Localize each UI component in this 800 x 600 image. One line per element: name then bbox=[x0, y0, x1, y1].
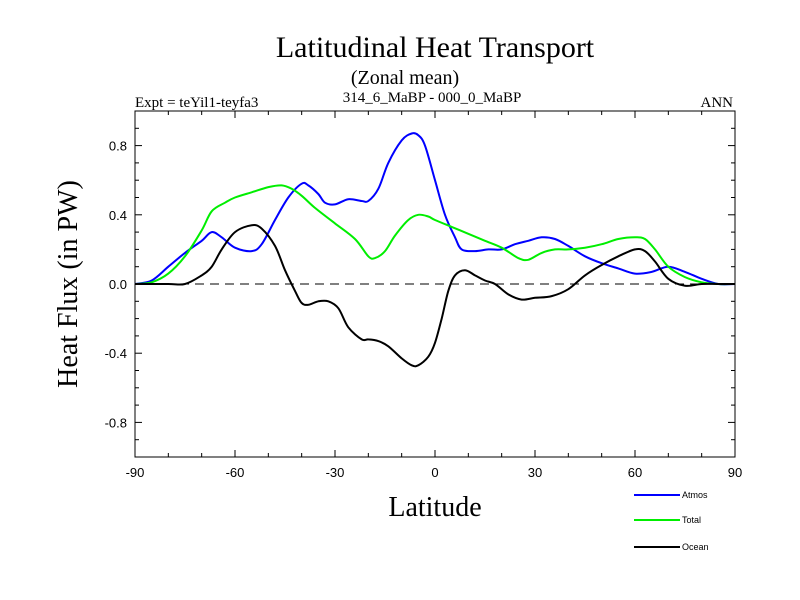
y-axis-label: Heat Flux (in PW) bbox=[53, 180, 84, 388]
y-tick-label: -0.8 bbox=[105, 415, 127, 430]
season-label: ANN bbox=[701, 95, 734, 111]
period-label: 314_6_MaBP - 000_0_MaBP bbox=[343, 90, 522, 106]
chart-subtitle: (Zonal mean) bbox=[351, 67, 459, 89]
series-line-total bbox=[134, 184, 736, 286]
series-line-atmos bbox=[134, 132, 736, 286]
experiment-label: Expt = teYil1-teyfa3 bbox=[135, 95, 258, 111]
legend-label-ocean: Ocean bbox=[682, 542, 709, 552]
series-layer bbox=[134, 132, 736, 368]
x-tick-label: 0 bbox=[431, 465, 438, 480]
y-tick-label: 0.4 bbox=[109, 208, 127, 223]
x-tick-label: -90 bbox=[126, 465, 145, 480]
x-tick-label: 60 bbox=[628, 465, 642, 480]
x-tick-label: 30 bbox=[528, 465, 542, 480]
y-tick-label: 0.0 bbox=[109, 277, 127, 292]
y-axis-ticks: -0.8 -0.4 0.0 0.4 0.8 bbox=[105, 127, 735, 441]
y-tick-label: 0.8 bbox=[109, 139, 127, 154]
y-tick-label: -0.4 bbox=[105, 346, 127, 361]
chart-title: Latitudinal Heat Transport bbox=[276, 31, 595, 64]
x-axis-label: Latitude bbox=[388, 492, 481, 523]
legend-label-atmos: Atmos bbox=[682, 490, 708, 500]
x-tick-label: 90 bbox=[728, 465, 742, 480]
x-tick-label: -60 bbox=[226, 465, 245, 480]
series-line-ocean bbox=[135, 224, 735, 368]
legend: Atmos Total Ocean bbox=[634, 490, 709, 552]
x-axis-ticks: -90 -60 -30 0 30 60 90 bbox=[126, 111, 742, 480]
legend-label-total: Total bbox=[682, 515, 701, 525]
x-tick-label: -30 bbox=[326, 465, 345, 480]
